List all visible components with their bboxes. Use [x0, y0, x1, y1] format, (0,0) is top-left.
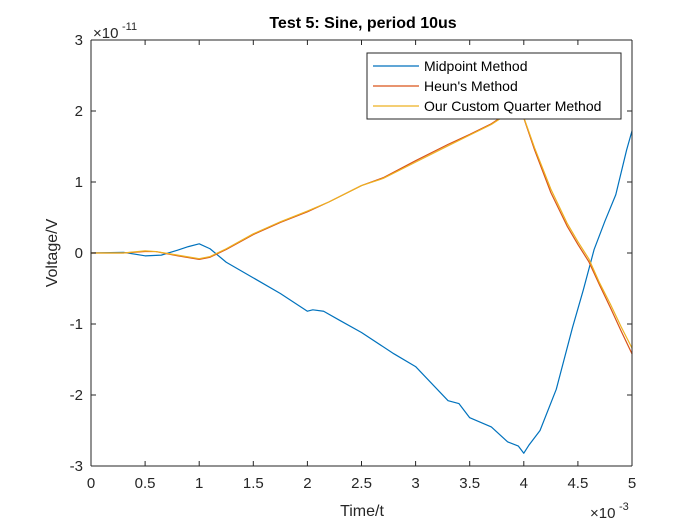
y-exponent-base: ×10: [93, 25, 118, 42]
series-layer: [90, 106, 633, 454]
x-tick-label: 2.5: [351, 475, 372, 492]
x-axis-label: Time/t: [340, 503, 384, 520]
x-tick-label: 4.5: [567, 475, 588, 492]
x-tick-label: 1.5: [243, 475, 264, 492]
series-line-quarter: [90, 107, 633, 349]
y-tick-label: -2: [70, 387, 83, 404]
legend-label-midpoint: Midpoint Method: [424, 58, 528, 74]
legend: Midpoint Method Heun's Method Our Custom…: [366, 52, 622, 120]
y-tick-label: 1: [75, 174, 83, 191]
x-ticks: 0 0.5 1 1.5 2 2.5 3 3.5 4 4.5 5: [87, 40, 636, 492]
x-tick-label: 5: [628, 475, 636, 492]
x-tick-label: 0: [87, 475, 95, 492]
y-tick-label: 3: [75, 32, 83, 49]
series-line-heun: [90, 106, 633, 355]
y-tick-label: -3: [70, 458, 83, 475]
x-tick-label: 1: [195, 475, 203, 492]
x-exponent-label: ×10 -3: [590, 501, 629, 522]
x-tick-label: 3.5: [459, 475, 480, 492]
chart-title: Test 5: Sine, period 10us: [269, 15, 456, 32]
x-tick-label: 3: [411, 475, 419, 492]
x-tick-label: 0.5: [135, 475, 156, 492]
y-tick-label: 0: [75, 245, 83, 262]
y-exponent-power: -11: [122, 21, 137, 33]
y-tick-label: -1: [70, 316, 83, 333]
legend-label-heun: Heun's Method: [424, 78, 518, 94]
y-axis-label: Voltage/V: [44, 218, 61, 287]
x-exponent-power: -3: [619, 501, 629, 513]
legend-label-quarter: Our Custom Quarter Method: [424, 98, 601, 114]
y-exponent-label: ×10 -11: [93, 21, 137, 42]
x-exponent-base: ×10: [590, 505, 615, 522]
series-line-midpoint: [90, 130, 633, 454]
y-ticks: -3 -2 -1 0 1 2 3: [70, 32, 632, 475]
x-tick-label: 4: [520, 475, 528, 492]
x-tick-label: 2: [303, 475, 311, 492]
y-tick-label: 2: [75, 103, 83, 120]
